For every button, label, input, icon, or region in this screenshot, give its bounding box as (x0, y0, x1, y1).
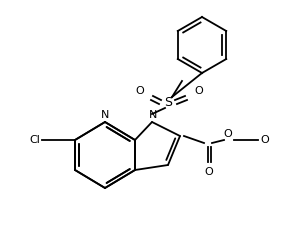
Text: Cl: Cl (29, 135, 40, 145)
Text: N: N (101, 110, 109, 120)
Text: O: O (224, 129, 232, 139)
Text: O: O (194, 86, 203, 96)
Text: O: O (135, 86, 144, 96)
Text: O: O (205, 167, 213, 177)
Text: O: O (260, 135, 269, 145)
Text: N: N (149, 110, 157, 120)
Text: S: S (164, 96, 172, 110)
